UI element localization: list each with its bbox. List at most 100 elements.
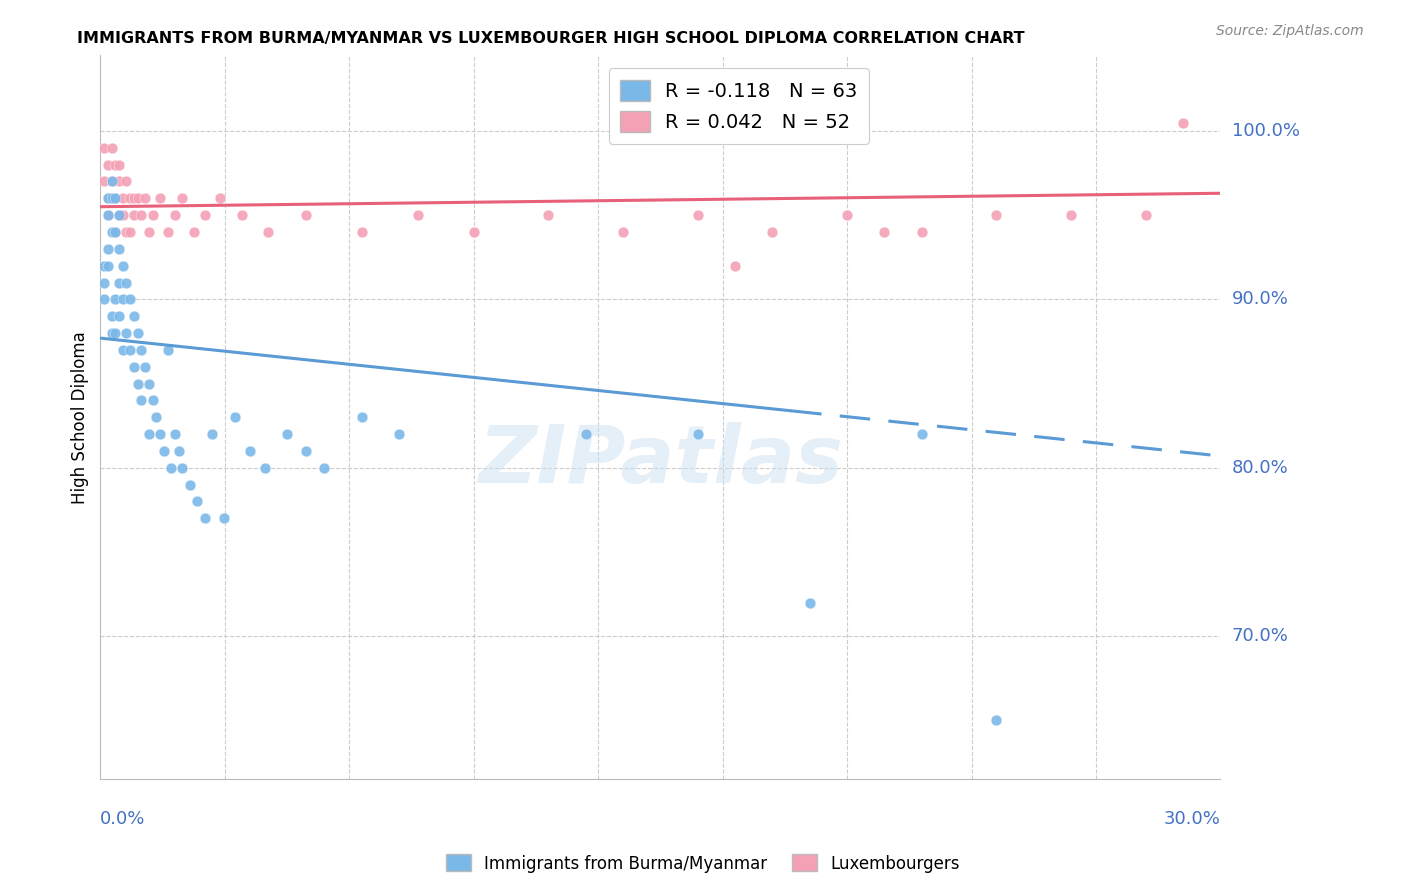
Point — [172, 460, 194, 475]
Point — [142, 393, 165, 408]
Point — [873, 225, 896, 239]
Point — [911, 427, 934, 442]
Point — [142, 208, 165, 222]
Text: 0.0%: 0.0% — [100, 810, 146, 828]
Point — [100, 141, 122, 155]
Point — [156, 343, 179, 357]
Point — [127, 376, 149, 391]
Point — [253, 460, 276, 475]
Point — [127, 326, 149, 340]
Point — [986, 714, 1008, 728]
Point — [194, 208, 217, 222]
Point — [149, 427, 172, 442]
Point — [127, 191, 149, 205]
Point — [239, 444, 262, 458]
Point — [120, 225, 142, 239]
Legend: R = -0.118   N = 63, R = 0.042   N = 52: R = -0.118 N = 63, R = 0.042 N = 52 — [609, 69, 869, 144]
Point — [122, 309, 145, 323]
Point — [111, 191, 134, 205]
Point — [97, 158, 120, 172]
Point — [163, 427, 186, 442]
Point — [115, 326, 138, 340]
Point — [160, 460, 183, 475]
Point — [100, 309, 122, 323]
Point — [463, 225, 485, 239]
Point — [179, 477, 201, 491]
Text: IMMIGRANTS FROM BURMA/MYANMAR VS LUXEMBOURGER HIGH SCHOOL DIPLOMA CORRELATION CH: IMMIGRANTS FROM BURMA/MYANMAR VS LUXEMBO… — [77, 31, 1025, 46]
Point — [911, 225, 934, 239]
Point — [104, 225, 127, 239]
Point — [231, 208, 253, 222]
Point — [108, 309, 131, 323]
Point — [108, 174, 131, 188]
Point — [97, 208, 120, 222]
Text: 80.0%: 80.0% — [1232, 458, 1288, 477]
Point — [1173, 115, 1195, 129]
Point — [100, 174, 122, 188]
Point — [108, 208, 131, 222]
Point — [97, 208, 120, 222]
Point — [163, 208, 186, 222]
Text: 70.0%: 70.0% — [1232, 627, 1288, 645]
Point — [122, 208, 145, 222]
Point — [276, 427, 298, 442]
Point — [761, 225, 783, 239]
Point — [156, 225, 179, 239]
Text: ZIPatlas: ZIPatlas — [478, 422, 844, 500]
Point — [104, 293, 127, 307]
Point — [120, 343, 142, 357]
Point — [986, 208, 1008, 222]
Point — [183, 225, 205, 239]
Point — [612, 225, 634, 239]
Point — [388, 427, 411, 442]
Point — [799, 595, 821, 609]
Point — [120, 191, 142, 205]
Point — [104, 191, 127, 205]
Point — [111, 343, 134, 357]
Point — [201, 427, 224, 442]
Point — [208, 191, 231, 205]
Point — [724, 259, 747, 273]
Point — [111, 293, 134, 307]
Point — [294, 444, 316, 458]
Text: Source: ZipAtlas.com: Source: ZipAtlas.com — [1216, 24, 1364, 38]
Point — [134, 191, 156, 205]
Point — [97, 259, 120, 273]
Point — [93, 141, 115, 155]
Point — [149, 191, 172, 205]
Point — [122, 359, 145, 374]
Point — [224, 410, 246, 425]
Point — [575, 427, 598, 442]
Point — [100, 191, 122, 205]
Point — [108, 276, 131, 290]
Point — [172, 191, 194, 205]
Point — [1060, 208, 1083, 222]
Point — [153, 444, 176, 458]
Text: 90.0%: 90.0% — [1232, 291, 1288, 309]
Point — [186, 494, 208, 508]
Point — [115, 276, 138, 290]
Point — [93, 276, 115, 290]
Point — [115, 225, 138, 239]
Point — [131, 393, 153, 408]
Point — [294, 208, 316, 222]
Point — [97, 191, 120, 205]
Point — [97, 191, 120, 205]
Y-axis label: High School Diploma: High School Diploma — [72, 331, 89, 504]
Point — [350, 410, 373, 425]
Point — [212, 511, 235, 525]
Point — [120, 293, 142, 307]
Point — [138, 376, 160, 391]
Point — [314, 460, 336, 475]
Point — [93, 259, 115, 273]
Point — [104, 191, 127, 205]
Point — [131, 208, 153, 222]
Point — [108, 242, 131, 256]
Point — [138, 427, 160, 442]
Text: 100.0%: 100.0% — [1232, 122, 1299, 140]
Point — [93, 174, 115, 188]
Legend: Immigrants from Burma/Myanmar, Luxembourgers: Immigrants from Burma/Myanmar, Luxembour… — [439, 847, 967, 880]
Point — [257, 225, 280, 239]
Point — [104, 326, 127, 340]
Point — [134, 359, 156, 374]
